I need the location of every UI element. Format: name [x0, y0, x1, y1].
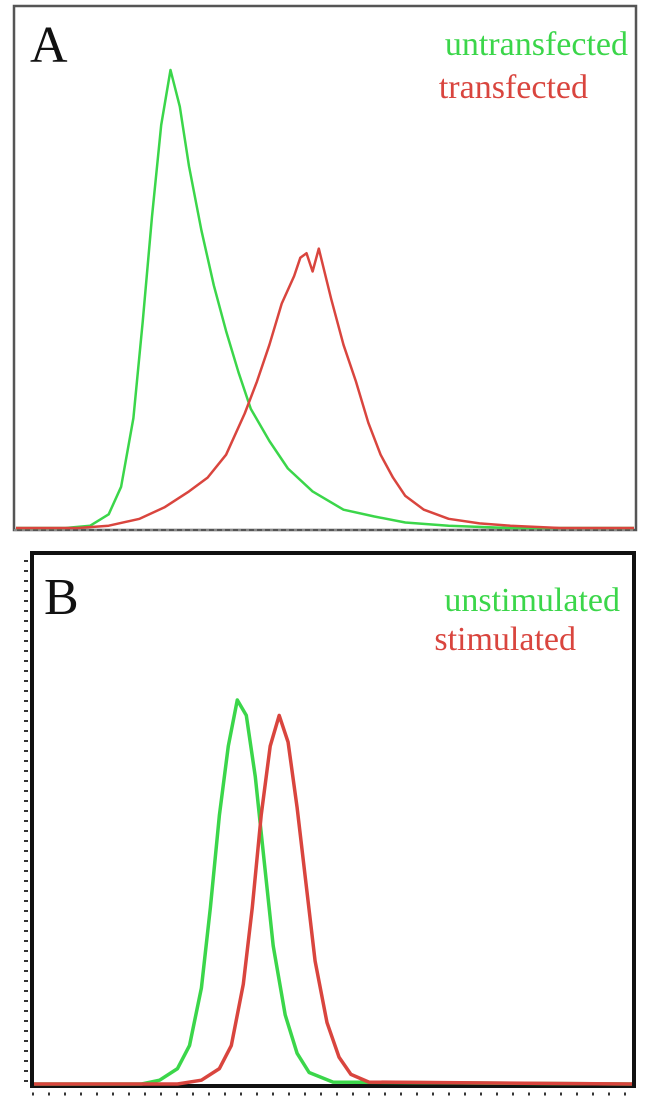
panel-b-series-unstimulated — [34, 698, 633, 1086]
panel-a-series-untransfected — [16, 68, 634, 530]
panel-a-legend-transfected: transfected — [439, 69, 588, 106]
panel-a: A untransfected transfected — [12, 4, 638, 532]
panel-b-plot-area — [34, 698, 633, 1086]
panel-b-label: B — [44, 569, 79, 626]
panel-a-frame — [12, 4, 638, 532]
panel-b-frame — [30, 551, 636, 1088]
panel-b-legend-stimulated: stimulated — [434, 621, 576, 658]
panel-a-series-transfected — [16, 247, 634, 530]
panel-a-legend-untransfected: untransfected — [445, 26, 628, 63]
panel-a-plot-area — [16, 68, 634, 530]
panel-a-label: A — [30, 17, 68, 74]
panel-b-series-stimulated — [34, 713, 633, 1086]
panel-b-legend-unstimulated: unstimulated — [444, 582, 620, 619]
panel-b: B unstimulated stimulated — [24, 551, 636, 1096]
